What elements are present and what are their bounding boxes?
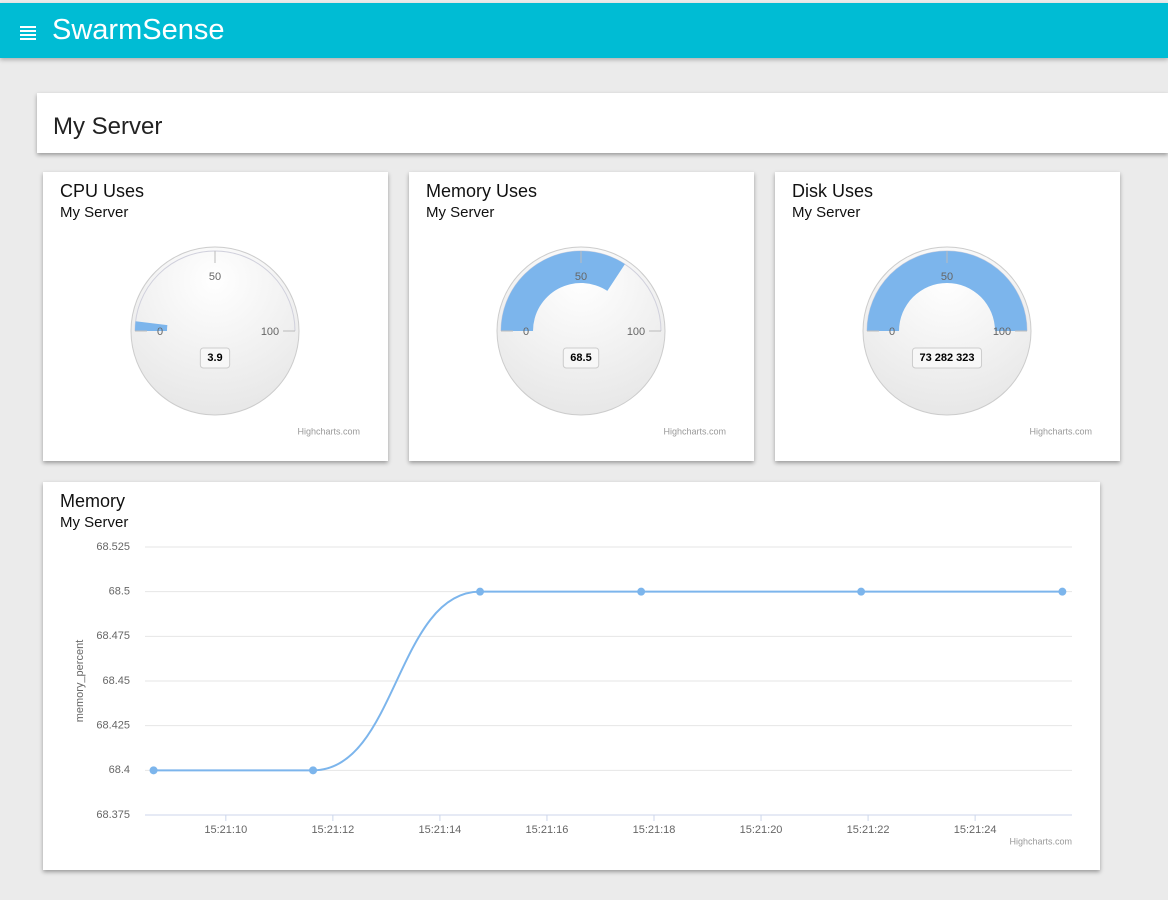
x-tick-label: 15:21:10 — [204, 824, 247, 836]
credits: Highcharts.com — [1029, 426, 1092, 436]
y-tick-label: 68.475 — [96, 630, 130, 642]
credits: Highcharts.com — [297, 426, 360, 436]
top-bar: SwarmSense — [0, 3, 1168, 58]
page-title: My Server — [53, 113, 163, 140]
gauge-tick-label: 100 — [993, 326, 1011, 338]
card-subtitle: My Server — [792, 204, 861, 221]
gauge-background — [130, 246, 300, 416]
x-tick-label: 15:21:22 — [847, 824, 890, 836]
card-subtitle: My Server — [60, 204, 129, 221]
gauge-tick-label: 50 — [209, 271, 221, 283]
credits: Highcharts.com — [663, 426, 726, 436]
gauge-tick-label: 0 — [157, 326, 163, 338]
gauge-tick-label: 50 — [575, 271, 587, 283]
credits: Highcharts.com — [1009, 836, 1072, 846]
x-tick-label: 15:21:20 — [740, 824, 783, 836]
y-tick-label: 68.45 — [102, 675, 130, 687]
menu-button[interactable] — [20, 26, 36, 42]
gauge-value-label: 73 282 323 — [919, 352, 974, 364]
gauge-tick-label: 50 — [941, 271, 953, 283]
card-title: Memory — [60, 491, 126, 511]
point — [637, 587, 646, 596]
point — [857, 587, 866, 596]
gauge-value-box — [199, 347, 231, 369]
gauge-band — [867, 251, 1027, 331]
point — [149, 766, 158, 775]
gauge-value-box — [911, 347, 983, 369]
x-tick-label: 15:21:24 — [954, 824, 997, 836]
y-tick-label: 68.375 — [96, 809, 130, 821]
gauge-band — [501, 250, 625, 331]
gauge-tick-label: 0 — [889, 326, 895, 338]
app-title: SwarmSense — [52, 14, 225, 46]
card-subtitle: My Server — [60, 514, 129, 531]
y-tick-label: 68.4 — [109, 764, 130, 776]
x-tick-label: 15:21:12 — [311, 824, 354, 836]
card-title: CPU Uses — [60, 181, 145, 201]
card-title: Disk Uses — [792, 181, 874, 201]
x-tick-label: 15:21:14 — [418, 824, 461, 836]
y-axis-label: memory_percent — [74, 640, 86, 723]
page-title-card: My Server — [37, 93, 1168, 153]
x-tick-label: 15:21:16 — [526, 824, 569, 836]
card-title: Memory Uses — [426, 181, 538, 201]
y-tick-label: 68.5 — [109, 586, 130, 598]
gauge-tick-label: 0 — [523, 326, 529, 338]
card-subtitle: My Server — [426, 204, 495, 221]
gauge-tick-label: 100 — [627, 326, 645, 338]
y-tick-label: 68.425 — [96, 720, 130, 732]
gauge-band — [135, 321, 168, 331]
y-tick-label: 68.525 — [96, 541, 130, 553]
gauge-tick-label: 100 — [261, 326, 279, 338]
gauge-value-box — [562, 347, 600, 369]
point — [476, 587, 485, 596]
gauge-value-label: 3.9 — [207, 352, 222, 364]
gauge-value-label: 68.5 — [570, 352, 591, 364]
point — [1058, 587, 1067, 596]
point — [309, 766, 318, 775]
x-tick-label: 15:21:18 — [633, 824, 676, 836]
